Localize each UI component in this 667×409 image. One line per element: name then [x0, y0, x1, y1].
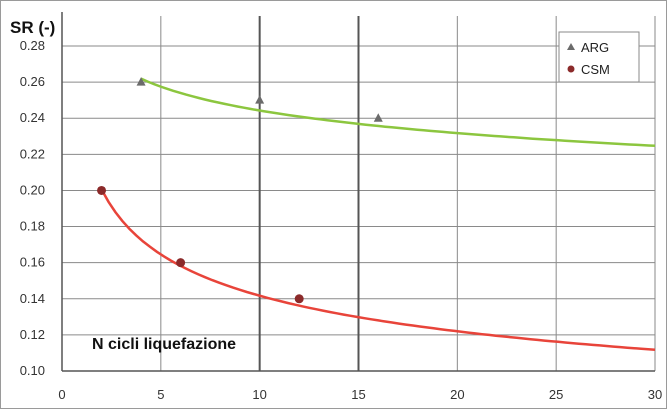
chart-annotation: N cicli liquefazione: [92, 336, 236, 353]
y-axis-label: SR (-): [10, 18, 55, 37]
y-tick-label: 0.28: [20, 38, 45, 53]
data-point-arg: [255, 95, 265, 104]
x-tick-label: 30: [648, 387, 662, 402]
data-point-csm: [97, 185, 107, 195]
y-tick-label: 0.20: [20, 182, 45, 197]
x-tick-label: 25: [549, 387, 563, 402]
x-tick-label: 5: [157, 387, 164, 402]
grid: [61, 12, 656, 372]
data-points: [97, 77, 383, 304]
y-tick-label: 0.24: [20, 110, 45, 125]
data-point-csm: [176, 258, 186, 268]
data-point-arg: [136, 77, 146, 86]
fit-curve-arg: [140, 77, 656, 148]
legend-label-arg: ARG: [581, 40, 609, 55]
data-point-arg: [373, 113, 383, 122]
x-tick-label: 15: [351, 387, 365, 402]
data-point-csm: [294, 294, 304, 304]
fit-curves: [100, 77, 656, 352]
y-tick-label: 0.16: [20, 255, 45, 270]
x-tick-label: 10: [252, 387, 266, 402]
legend-label-csm: CSM: [581, 62, 610, 77]
legend-box: [558, 31, 640, 83]
tick-labels: 0.10 0.12 0.14 0.16 0.18 0.20 0.22 0.24 0.26 0.28…: [20, 38, 663, 402]
y-tick-label: 0.22: [20, 146, 45, 161]
y-tick-label: 0.10: [20, 363, 45, 378]
legend: ARG CSM: [558, 31, 640, 83]
x-tick-label: 0: [58, 387, 65, 402]
fit-curve-csm: [100, 188, 656, 352]
y-tick-label: 0.26: [20, 74, 45, 89]
x-tick-label: 20: [450, 387, 464, 402]
legend-marker-csm: [567, 65, 575, 73]
y-tick-label: 0.14: [20, 291, 45, 306]
legend-marker-arg: [567, 43, 575, 50]
y-tick-label: 0.18: [20, 219, 45, 234]
y-tick-label: 0.12: [20, 327, 45, 342]
